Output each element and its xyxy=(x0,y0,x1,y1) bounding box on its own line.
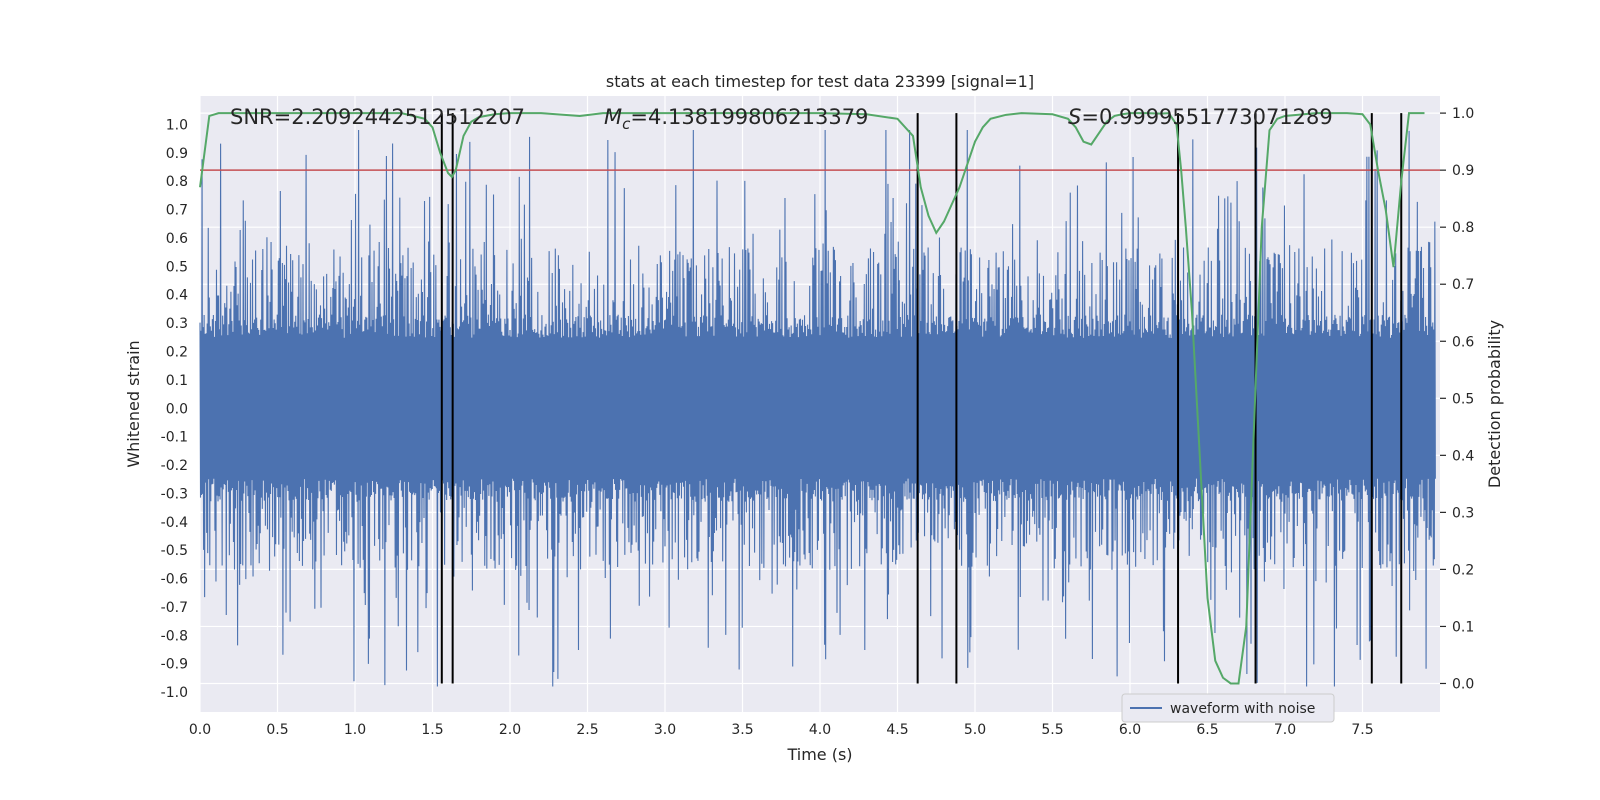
legend-box xyxy=(1121,693,1335,723)
left-tick-label: -1.0 xyxy=(161,685,188,701)
right-tick-label: 0.6 xyxy=(1452,334,1474,350)
detection-probability-line xyxy=(199,112,1425,685)
left-tick-label: 1.0 xyxy=(166,117,188,133)
left-tick-label: -0.5 xyxy=(161,543,188,559)
x-tick-label: 4.5 xyxy=(886,722,908,738)
right-tick-label: 0.1 xyxy=(1452,619,1474,635)
left-tick-label: -0.1 xyxy=(161,430,188,446)
chirp-mass-annotation: Mc=4.138199806213379 xyxy=(604,105,868,133)
right-tick-label: 0.8 xyxy=(1452,220,1474,236)
event-markers xyxy=(440,113,1403,684)
right-tick-label: 0.9 xyxy=(1452,163,1474,179)
right-tick-label: 0.3 xyxy=(1452,505,1474,521)
left-tick-label: -0.3 xyxy=(161,486,188,502)
left-tick-label: 0.2 xyxy=(166,344,188,360)
left-tick-label: -0.2 xyxy=(161,458,188,474)
chart-title: stats at each timestep for test data 233… xyxy=(606,72,1034,91)
x-tick-label: 5.5 xyxy=(1041,722,1063,738)
statistic-annotation: S=0.9999551773071289 xyxy=(1068,105,1333,129)
statistic-value: =0.9999551773071289 xyxy=(1081,105,1332,129)
legend: waveform with noise xyxy=(1121,693,1335,723)
x-tick-label: 3.0 xyxy=(654,722,676,738)
left-tick-label: 0.7 xyxy=(166,203,188,219)
x-tick-label: 7.0 xyxy=(1274,722,1296,738)
left-tick-label: 0.8 xyxy=(166,174,188,190)
x-tick-label: 3.5 xyxy=(731,722,753,738)
chirp-mass-symbol: M xyxy=(604,105,622,129)
x-tick-label: 5.0 xyxy=(964,722,986,738)
x-tick-label: 0.5 xyxy=(266,722,288,738)
right-tick-label: 0.0 xyxy=(1452,676,1474,692)
left-tick-label: -0.6 xyxy=(161,572,188,588)
right-tick-label: 1.0 xyxy=(1452,106,1474,122)
left-tick-label: 0.9 xyxy=(166,146,188,162)
x-axis-ticks: 0.0 0.5 1.0 1.5 2.0 2.5 3.0 3.5 4.0 4.5 5.0 5.5 6.0 6… xyxy=(189,722,1374,738)
left-tick-label: -0.8 xyxy=(161,628,188,644)
left-tick-label: 0.5 xyxy=(166,259,188,275)
left-axis-ticks: 1.0 0.9 0.8 0.7 0.6 0.5 0.4 0.3 0.2 0.1 0.0 -0.1 -0.… xyxy=(161,117,188,701)
x-tick-label: 1.0 xyxy=(344,722,366,738)
left-tick-label: -0.9 xyxy=(161,657,188,673)
x-axis-label: Time (s) xyxy=(786,745,852,764)
waveform-series xyxy=(199,130,1436,687)
left-tick-label: -0.4 xyxy=(161,515,188,531)
right-tick-label: 0.5 xyxy=(1452,391,1474,407)
left-tick-label: 0.3 xyxy=(166,316,188,332)
chirp-mass-subscript: c xyxy=(622,115,631,133)
detection-probability-series xyxy=(199,112,1425,685)
left-tick-label: 0.0 xyxy=(166,401,188,417)
right-axis-label: Detection probability xyxy=(1485,320,1504,488)
x-tick-label: 6.0 xyxy=(1119,722,1141,738)
left-tick-label: 0.6 xyxy=(166,231,188,247)
x-tick-label: 1.5 xyxy=(421,722,443,738)
x-tick-label: 7.5 xyxy=(1351,722,1373,738)
x-tick-label: 4.0 xyxy=(809,722,831,738)
right-tick-label: 0.7 xyxy=(1452,277,1474,293)
statistic-symbol: S xyxy=(1068,105,1081,129)
chirp-mass-value: =4.138199806213379 xyxy=(630,105,868,129)
right-tick-label: 0.4 xyxy=(1452,448,1474,464)
legend-label: waveform with noise xyxy=(1170,701,1315,717)
waveform-line xyxy=(199,130,1436,687)
x-tick-label: 2.0 xyxy=(499,722,521,738)
snr-annotation: SNR=2.2092442512512207 xyxy=(230,105,525,129)
x-tick-label: 2.5 xyxy=(576,722,598,738)
right-axis-ticks: 1.0 0.9 0.8 0.7 0.6 0.5 0.4 0.3 0.2 0.1 0.0 xyxy=(1440,106,1474,692)
left-tick-label: 0.1 xyxy=(166,373,188,389)
left-tick-label: -0.7 xyxy=(161,600,188,616)
right-tick-label: 0.2 xyxy=(1452,562,1474,578)
left-axis-label: Whitened strain xyxy=(124,340,143,467)
x-tick-label: 6.5 xyxy=(1196,722,1218,738)
x-tick-label: 0.0 xyxy=(189,722,211,738)
left-tick-label: 0.4 xyxy=(166,288,188,304)
